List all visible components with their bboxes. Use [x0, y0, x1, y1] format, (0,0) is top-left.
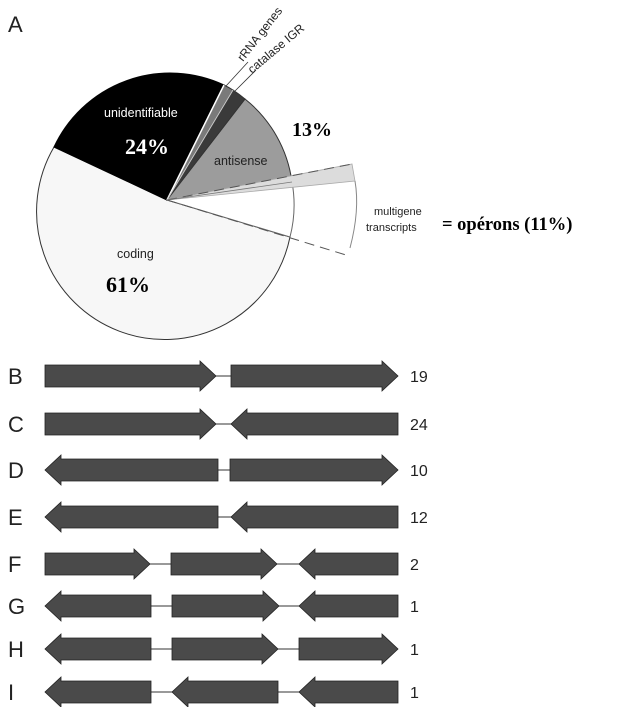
- label-coding-pct: 61%: [106, 272, 150, 297]
- gene-arrow-right: [44, 408, 217, 440]
- row-count: 19: [410, 369, 428, 386]
- label-multigene-1: multigene: [374, 206, 422, 218]
- leader-line: [225, 61, 249, 87]
- row-count: 10: [410, 463, 428, 480]
- panel-a-letter: A: [8, 12, 23, 37]
- row-count: 1: [410, 685, 419, 702]
- label-multigene-2: transcripts: [366, 222, 417, 234]
- row-letter: E: [8, 505, 23, 530]
- pie-chart: [36, 61, 358, 340]
- gene-arrow-left: [44, 454, 219, 486]
- gene-arrow-left: [230, 501, 399, 533]
- gene-arrow-right: [230, 360, 399, 392]
- gene-arrow-left: [44, 590, 152, 622]
- gene-arrow-left: [298, 548, 399, 580]
- row-count: 12: [410, 510, 428, 527]
- row-letter: I: [8, 680, 14, 705]
- gene-arrangements: B 19C 24D 10E 12F 2G 1H 1I 1: [8, 360, 428, 707]
- gene-arrow-right: [171, 633, 279, 665]
- gene-arrow-left: [298, 590, 399, 622]
- row-letter: F: [8, 552, 21, 577]
- gene-arrow-right: [229, 454, 399, 486]
- label-coding: coding: [117, 247, 154, 261]
- gene-row-d: D 10: [8, 454, 428, 486]
- row-letter: G: [8, 594, 25, 619]
- gene-row-e: E 12: [8, 501, 428, 533]
- gene-row-c: C 24: [8, 408, 428, 440]
- gene-arrow-left: [171, 676, 279, 707]
- gene-arrow-right: [44, 360, 217, 392]
- row-count: 2: [410, 557, 419, 574]
- gene-arrow-left: [44, 633, 152, 665]
- row-count: 1: [410, 599, 419, 616]
- label-unidentifiable: unidentifiable: [104, 106, 178, 120]
- gene-arrow-left: [298, 676, 399, 707]
- label-antisense-pct: 13%: [292, 119, 332, 141]
- gene-arrow-right: [44, 548, 151, 580]
- gene-arrow-left: [230, 408, 399, 440]
- row-letter: B: [8, 364, 23, 389]
- gene-arrow-right: [170, 548, 278, 580]
- leader-line: [234, 69, 257, 92]
- row-letter: C: [8, 412, 24, 437]
- divider-line: [166, 84, 225, 201]
- slice-edge: [166, 181, 293, 201]
- gene-row-b: B 19: [8, 360, 428, 392]
- row-count: 24: [410, 417, 428, 434]
- label-antisense: antisense: [214, 154, 268, 168]
- pie-slice-coding: [36, 146, 291, 340]
- label-operons: = opérons (11%): [442, 215, 572, 235]
- gene-arrow-left: [44, 676, 152, 707]
- row-letter: D: [8, 458, 24, 483]
- gene-arrow-right: [298, 633, 399, 665]
- pie-slice-unidentifiable: [53, 72, 225, 201]
- bracket-line: [349, 180, 358, 249]
- divider-line: [166, 89, 234, 201]
- gene-arrow-right: [171, 590, 280, 622]
- row-count: 1: [410, 642, 419, 659]
- gene-arrow-left: [44, 501, 219, 533]
- row-letter: H: [8, 637, 24, 662]
- label-unidentifiable-pct: 24%: [125, 134, 169, 159]
- highlight-wedge: [166, 163, 356, 201]
